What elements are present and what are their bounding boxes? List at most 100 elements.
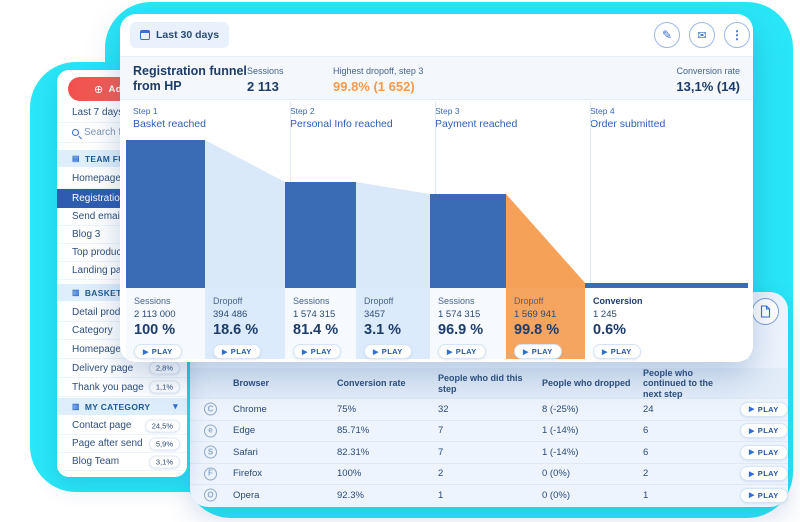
safari-icon: S [204,445,217,459]
conversion-badge: 24,5% [144,419,180,432]
funnel-dropoff-shape-1[interactable] [205,140,285,288]
play-icon: ▶ [143,348,149,356]
dropped-value: 0 (0%) [542,489,570,501]
table-row[interactable]: e Edge 85.71% 7 1 (-14%) 6 ▶ PLAY [190,419,788,442]
sidebar-item-page-after-send[interactable]: Page after send 5,9% [57,435,187,453]
conversion-value: 100% [337,468,362,480]
funnel-dropoff-shape-3-highlighted[interactable] [506,194,585,288]
play-button[interactable]: ▶ PLAY [740,401,788,417]
pencil-icon: ✎ [661,28,673,42]
step-4-header: Step 4 Order submitted [590,106,666,131]
chevron-down-icon[interactable]: ▾ [173,401,178,411]
stat-dropoff-2: Dropoff 3457 3.1 % ▶ PLAY [356,288,430,359]
funnel-bar-step-2[interactable] [285,182,356,288]
conversion-badge: 5,9% [148,437,180,450]
sidebar-item-blog-team[interactable]: Blog Team 3,1% [57,453,187,471]
play-button[interactable]: ▶ PLAY [364,344,412,359]
email-report-button[interactable]: ✉ [689,22,715,48]
chrome-icon: C [204,402,217,416]
continued-value: 2 [643,468,649,480]
play-icon: ▶ [373,348,379,356]
edge-icon: e [204,424,217,438]
sidebar-item-thank-you-page[interactable]: Thank you page 1,1% [57,378,187,397]
browser-table: Browser Conversion rate People who did t… [190,368,788,506]
step-2-header: Step 2 Personal Info reached [290,106,393,131]
sidebar-item-contact-page[interactable]: Contact page 24,5% [57,417,187,435]
calendar-icon [140,30,150,40]
sessions-summary: Sessions 2 113 [247,66,284,94]
document-icon [760,305,771,318]
did-step-value: 2 [438,468,444,480]
funnel-dropoff-shape-2[interactable] [356,182,430,288]
sidebar-item-delivery-page[interactable]: Delivery page 2,8% [57,359,187,378]
play-button[interactable]: ▶ PLAY [438,344,486,359]
play-icon: ▶ [749,492,755,500]
conversion-value: 92.3% [337,489,364,501]
play-button[interactable]: ▶ PLAY [514,344,562,359]
dropped-value: 0 (0%) [542,468,570,480]
conversion-value: 85.71% [337,425,370,437]
funnel-group-icon: ▤ [72,154,80,163]
play-icon: ▶ [602,348,608,356]
table-row[interactable]: S Safari 82.31% 7 1 (-14%) 6 ▶ PLAY [190,441,788,463]
play-icon: ▶ [749,470,755,478]
folder-icon: ▥ [72,402,80,411]
funnel-bar-step-3[interactable] [430,194,506,288]
did-step-value: 32 [438,403,449,415]
col-header-dropped: People who dropped [542,378,631,389]
report-button[interactable] [752,298,779,325]
step-3-header: Step 3 Payment reached [435,106,518,131]
funnel-summary-bar: Registration funnel from HP Sessions 2 1… [120,56,753,100]
search-icon [72,129,79,136]
continued-value: 6 [643,425,649,437]
continued-value: 24 [643,403,654,415]
col-header-continued: People who continued to the next step [643,368,713,399]
firefox-icon: F [204,467,217,481]
play-button[interactable]: ▶ PLAY [740,423,788,439]
col-header-did-step: People who did this step [438,373,523,394]
column-divider [590,102,591,355]
funnel-stats-row: Sessions 2 113 000 100 % ▶ PLAY Dropoff 3… [126,288,748,359]
funnel-title: Registration funnel from HP [133,64,247,93]
browser-name: Opera [233,489,260,501]
play-icon: ▶ [302,348,308,356]
date-range-button[interactable]: Last 30 days [130,22,230,48]
play-icon: ▶ [523,348,529,356]
conversion-value: 75% [337,403,357,415]
opera-icon: O [204,488,217,502]
continued-value: 1 [643,489,649,501]
play-button[interactable]: ▶ PLAY [293,344,341,359]
more-options-button[interactable]: ⋮ [724,22,750,48]
browser-name: Firefox [233,468,263,480]
browser-name: Edge [233,425,256,437]
play-button[interactable]: ▶ PLAY [740,444,788,460]
browser-name: Safari [233,446,258,458]
play-button[interactable]: ▶ PLAY [740,487,788,503]
folder-icon: ▥ [72,288,80,297]
table-row[interactable]: F Firefox 100% 2 0 (0%) 2 ▶ PLAY [190,462,788,485]
col-header-conversion: Conversion rate [337,378,406,389]
table-row[interactable]: C Chrome 75% 32 8 (-25%) 24 ▶ PLAY [190,398,788,420]
play-button[interactable]: ▶ PLAY [213,344,261,359]
conversion-value: 82.31% [337,446,370,458]
play-button[interactable]: ▶ PLAY [740,466,788,482]
col-header-browser: Browser [233,378,270,389]
edit-button[interactable]: ✎ [654,22,680,48]
kebab-menu-icon: ⋮ [731,28,743,42]
play-icon: ▶ [447,348,453,356]
did-step-value: 7 [438,425,444,437]
play-button[interactable]: ▶ PLAY [134,344,182,359]
browser-name: Chrome [233,403,267,415]
funnel-bar-step-1[interactable] [126,140,205,288]
stat-sessions-1: Sessions 2 113 000 100 % ▶ PLAY [126,288,205,359]
stat-sessions-2: Sessions 1 574 315 81.4 % ▶ PLAY [285,288,356,359]
funnel-bar-step-4[interactable] [585,283,748,288]
table-row[interactable]: O Opera 92.3% 1 0 (0%) 1 ▶ PLAY [190,484,788,506]
conversion-badge: 2,8% [148,361,180,375]
stat-conversion: Conversion 1 245 0.6% ▶ PLAY [585,288,748,359]
play-button[interactable]: ▶ PLAY [593,344,641,359]
funnel-panel: Last 30 days ✎ ✉ ⋮ Registration funnel f… [120,14,753,362]
play-icon: ▶ [749,427,755,435]
conversion-rate-summary: Conversion rate 13,1% (14) [676,66,740,94]
